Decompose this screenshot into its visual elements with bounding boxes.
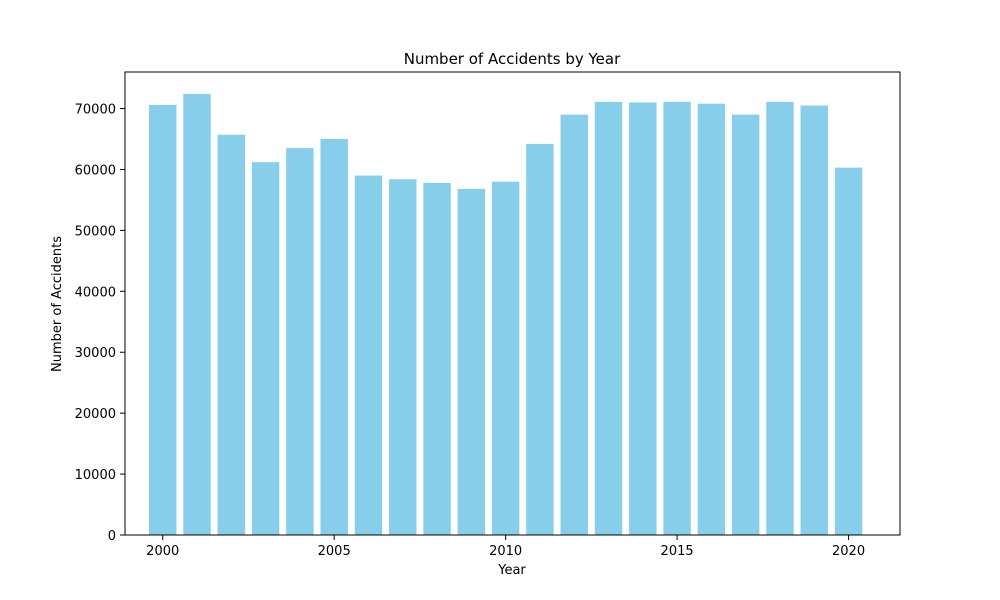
bar-2011 — [526, 143, 554, 535]
bar-2012 — [560, 114, 588, 535]
y-axis-label: Number of Accidents — [50, 236, 65, 372]
bar-2019 — [800, 105, 828, 535]
x-tick-label: 2020 — [832, 544, 865, 559]
bar-2010 — [491, 181, 520, 535]
bar-2015 — [663, 101, 691, 535]
y-tick-label: 60000 — [75, 163, 116, 178]
bar-2005 — [320, 139, 348, 535]
plot-frame — [124, 71, 901, 536]
bar-2017 — [731, 114, 760, 535]
x-axis-label: Year — [497, 563, 526, 578]
bar-2004 — [286, 148, 314, 536]
chart-title: Number of Accidents by Year — [404, 50, 621, 68]
x-tick-label: 2005 — [318, 544, 351, 559]
bar-2006 — [354, 175, 383, 535]
bar-2013 — [594, 101, 623, 535]
bar-2016 — [697, 103, 726, 535]
bar-2018 — [766, 101, 794, 535]
bar-2001 — [183, 93, 211, 535]
y-tick-label: 20000 — [75, 407, 116, 422]
x-tick-label: 2015 — [661, 544, 694, 559]
bar-2002 — [217, 134, 246, 535]
x-tick-label: 2000 — [146, 544, 179, 559]
y-tick-label: 50000 — [75, 224, 116, 239]
bar-2008 — [423, 182, 451, 535]
bar-2007 — [389, 179, 417, 535]
bar-2014 — [629, 102, 657, 536]
bar-2000 — [149, 104, 177, 535]
y-tick-label: 40000 — [75, 285, 116, 300]
y-axis-ticks: 0 10000 20000 30000 40000 50000 60000 70000 — [75, 103, 125, 544]
y-tick-label: 70000 — [75, 103, 116, 118]
bar-2003 — [251, 162, 280, 536]
bars — [149, 93, 863, 536]
x-tick-label: 2010 — [489, 544, 522, 559]
x-axis-ticks: 2000 2005 2010 2015 2020 — [146, 535, 865, 559]
bar-2020 — [834, 167, 863, 535]
y-tick-label: 0 — [108, 529, 116, 544]
y-tick-label: 30000 — [75, 346, 116, 361]
y-tick-label: 10000 — [75, 468, 116, 483]
bar-2009 — [457, 188, 486, 535]
